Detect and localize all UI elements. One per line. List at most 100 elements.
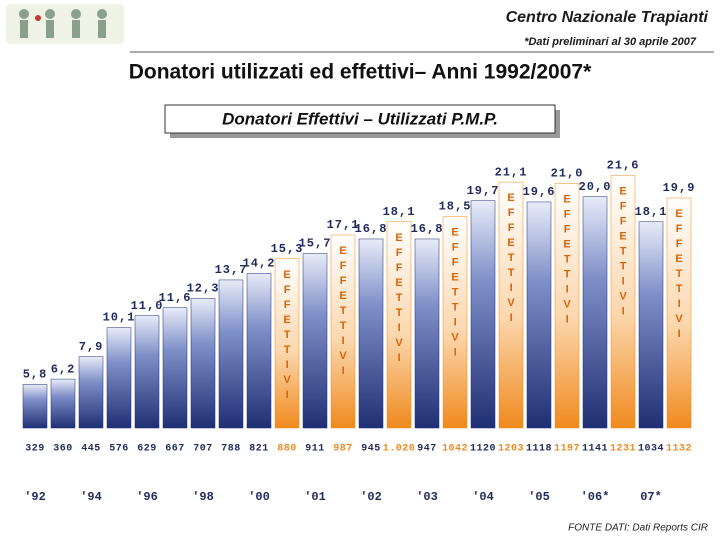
bar [246,273,272,429]
count-label: 1203 [498,444,524,455]
value-label: 7,9 [79,340,104,354]
value-label: 14,2 [243,257,276,271]
bar [666,197,692,429]
bar [274,258,300,429]
bar [162,307,188,429]
value-label: 21,0 [551,167,584,181]
value-label: 12,3 [187,282,220,296]
bar [190,298,216,429]
count-label: 1042 [442,444,468,455]
value-label: 21,1 [495,165,528,179]
bar [106,327,132,429]
value-label: 19,7 [467,184,500,198]
bar-series-name: EFFETTIVI [281,269,293,404]
x-tick-label: 07* [640,490,662,504]
bar [50,378,76,429]
count-label: 945 [361,444,381,455]
count-label: 1197 [554,444,580,455]
bar [610,175,636,429]
bar [470,200,496,429]
value-label: 19,6 [523,185,556,199]
bar [442,216,468,429]
bar-series-name: EFFETTIVI [617,186,629,321]
count-label: 1120 [470,444,496,455]
x-tick-label: '92 [24,490,46,504]
chart-subtitle: Donatori Effettivi – Utilizzati P.M.P. [222,109,498,128]
value-label: 13,7 [215,263,248,277]
chart-title: Donatori utilizzati ed effettivi– Anni 1… [129,61,592,84]
bar [554,183,580,429]
count-label: 1034 [638,444,664,455]
bar-series-name: EFFETTIVI [505,192,517,327]
bar [526,201,552,429]
count-label: 1.020 [383,444,416,455]
count-label: 911 [305,444,325,455]
value-label: 11,6 [159,291,192,305]
subtitle-box [164,104,556,134]
value-label: 6,2 [51,362,76,376]
value-label: 20,0 [579,180,612,194]
value-label: 18,1 [383,205,416,219]
value-label: 21,6 [607,159,640,173]
value-label: 15,3 [271,242,304,256]
bar [638,221,664,429]
value-label: 18,5 [439,200,472,214]
count-label: 445 [81,444,101,455]
count-label: 1118 [526,444,552,455]
count-label: 707 [193,444,213,455]
bar [78,356,104,429]
count-label: 667 [165,444,185,455]
bar [414,238,440,429]
count-label: 1231 [610,444,636,455]
source: FONTE DATI: Dati Reports CIR [568,523,708,534]
bar [134,315,160,429]
value-label: 11,0 [131,299,164,313]
x-tick-label: '96 [136,490,158,504]
x-tick-label: '04 [472,490,494,504]
bar [582,196,608,429]
value-label: 5,8 [23,368,48,382]
value-label: 10,1 [103,311,136,325]
count-label: 360 [53,444,73,455]
value-label: 15,7 [299,237,332,251]
count-label: 629 [137,444,157,455]
count-label: 880 [277,444,297,455]
count-label: 576 [109,444,129,455]
count-label: 821 [249,444,269,455]
bar-series-name: EFFETTIVI [561,193,573,328]
count-label: 987 [333,444,353,455]
x-tick-label: '03 [416,490,438,504]
count-label: 947 [417,444,437,455]
bar-series-name: EFFETTIVI [673,208,685,343]
bar [386,221,412,429]
count-label: 1132 [666,444,692,455]
organization: Centro Nazionale Trapianti [506,9,709,26]
bar [218,279,244,429]
x-tick-label: '06* [581,490,610,504]
x-tick-label: '01 [304,490,326,504]
count-label: 329 [25,444,45,455]
x-tick-label: '94 [80,490,102,504]
bar [22,384,48,429]
bar-series-name: EFFETTIVI [393,232,405,367]
logo [6,4,124,44]
bar [358,238,384,429]
bar [498,181,524,429]
bar-series-name: EFFETTIVI [337,245,349,380]
value-label: 18,1 [635,205,668,219]
count-label: 788 [221,444,241,455]
bar [302,253,328,429]
value-label: 17,1 [327,218,360,232]
bar [330,234,356,429]
count-label: 1141 [582,444,608,455]
value-label: 16,8 [411,222,444,236]
bar-series-name: EFFETTIVI [449,226,461,361]
x-tick-label: '98 [192,490,214,504]
value-label: 19,9 [663,181,696,195]
x-tick-label: '00 [248,490,270,504]
value-label: 16,8 [355,222,388,236]
preliminary-note: *Dati preliminari al 30 aprile 2007 [524,36,697,48]
x-tick-label: '05 [528,490,550,504]
